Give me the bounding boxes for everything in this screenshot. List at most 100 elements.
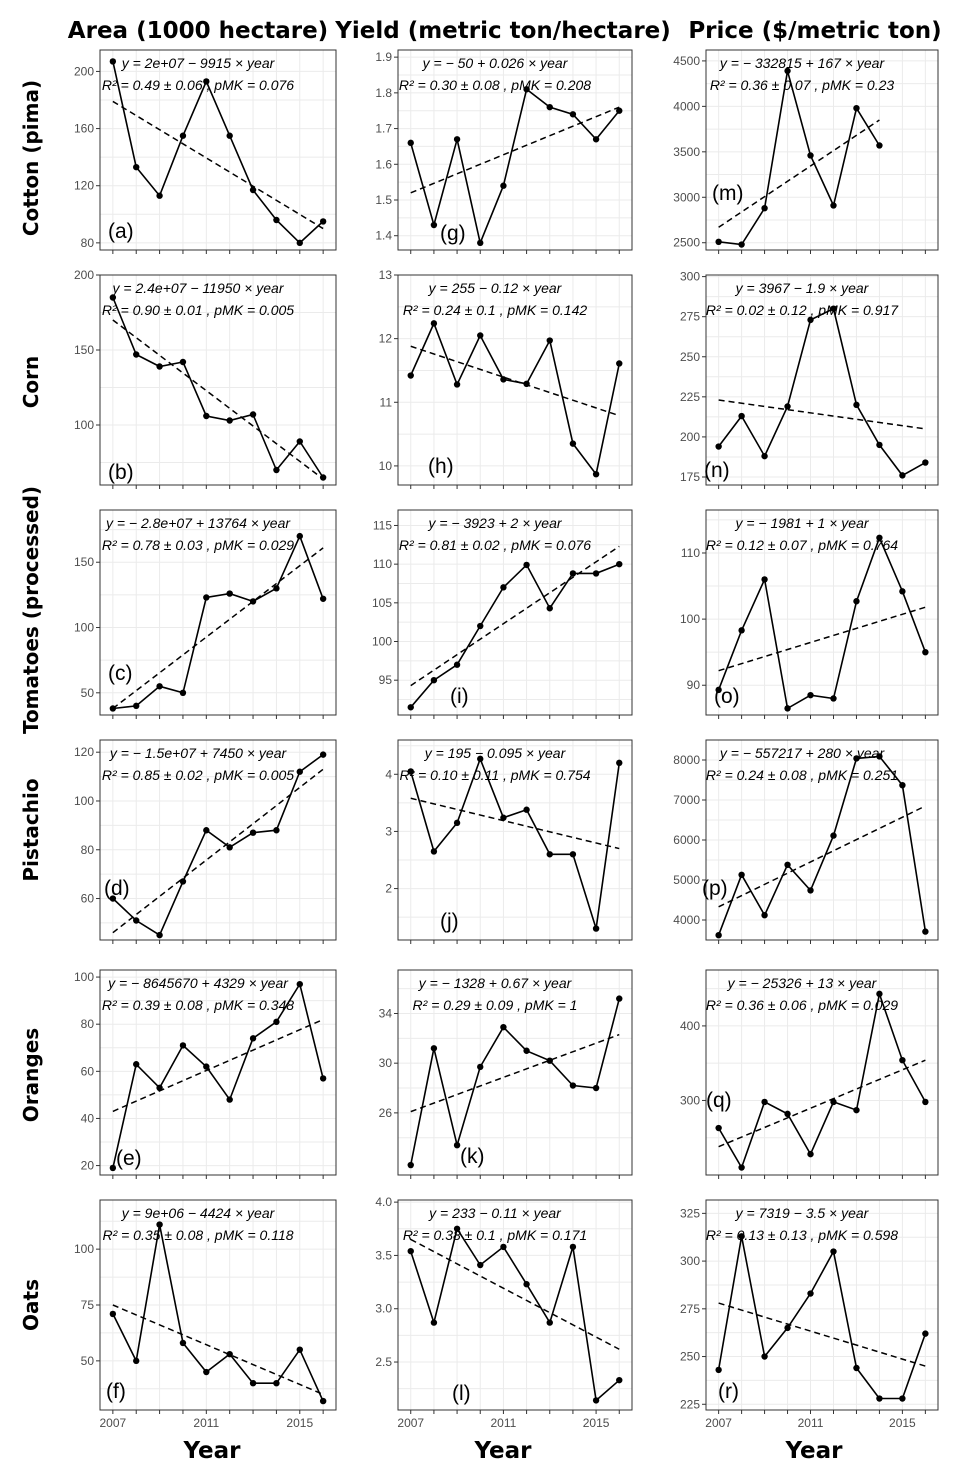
data-point: [133, 1061, 140, 1068]
data-point: [876, 753, 883, 760]
r-squared-line: R² = 0.78 ± 0.03 , pMK = 0.029: [102, 537, 294, 553]
y-tick-label: 100: [74, 794, 94, 808]
equation-line: y = 255 − 0.12 × year: [428, 280, 563, 296]
series-line: [718, 70, 881, 246]
data-point: [156, 1084, 163, 1092]
r-squared-line: R² = 0.29 ± 0.09 , pMK = 1: [413, 997, 578, 1013]
panel-background: [100, 275, 336, 485]
equation-line: y = − 1981 + 1 × year: [734, 515, 869, 531]
series-line: [717, 1236, 927, 1400]
data-point: [738, 241, 745, 248]
panel-border: [705, 739, 939, 941]
data-point: [922, 1330, 929, 1337]
data-point: [226, 132, 233, 139]
data-point: [715, 443, 722, 450]
data-point: [876, 534, 883, 541]
data-point: [500, 182, 507, 189]
panel-border: [705, 969, 939, 1176]
panel-border: [705, 49, 939, 251]
data-point: [319, 595, 327, 602]
panel-label: (n): [704, 459, 730, 482]
panel-label: (l): [452, 1382, 471, 1405]
equation-line: y = − 25326 + 13 × year: [727, 975, 878, 991]
data-point: [738, 1164, 745, 1171]
y-tick-label: 110: [681, 546, 700, 560]
panel-e: 20 40 60 80 100 y = − 8645670 + 4329 × year R²…: [74, 969, 337, 1179]
y-tick-label: 75: [81, 1298, 95, 1312]
y-tick-label: 120: [74, 745, 94, 759]
panel-label: (g): [440, 222, 466, 245]
data-point: [273, 466, 280, 474]
y-tick-label: 60: [81, 892, 95, 906]
y-tick-label: 325: [680, 1206, 700, 1220]
panel-label: (h): [428, 455, 454, 478]
data-point: [273, 585, 280, 592]
y-tick-label: 3.0: [375, 1302, 392, 1316]
y-tick-label: 2: [385, 882, 392, 896]
panel-border: [397, 274, 633, 486]
trend-line: [112, 100, 324, 230]
data-point: [453, 1141, 461, 1149]
panel-border: [99, 509, 337, 716]
data-point: [203, 1063, 210, 1070]
x-tick-label: 2011: [193, 1416, 219, 1430]
data-point: [523, 380, 530, 388]
y-tick-label: 200: [74, 268, 94, 282]
panel-o: 90 100 110 y = − 1981 + 1 × year R² = 0.12 ±…: [680, 509, 939, 719]
x-axis-label-area: Year: [182, 1438, 241, 1464]
panel-r: 225 250 275 300 325 2007 2011 2015 y = 7319 − 3.…: [680, 1199, 939, 1430]
y-tick-label: 1.9: [375, 50, 392, 64]
data-point: [715, 238, 722, 246]
data-point: [500, 584, 507, 591]
y-tick-label: 4.0: [375, 1195, 392, 1209]
panel-d: 60 80 100 120 y = − 1.5e+07 + 7450 × year R² …: [74, 739, 337, 944]
data-point: [738, 627, 745, 634]
equation-line: y = 2.4e+07 − 11950 × year: [112, 280, 285, 296]
r-squared-line: R² = 0.30 ± 0.08 , pMK = 0.208: [399, 77, 591, 93]
data-point: [430, 676, 438, 684]
data-point: [616, 759, 623, 767]
y-tick-label: 6000: [673, 833, 700, 847]
data-point: [179, 132, 187, 139]
y-tick-label: 275: [680, 310, 700, 324]
panel-label: (r): [718, 1380, 739, 1403]
trend-line: [718, 805, 926, 908]
series-line: [409, 756, 621, 929]
data-point: [546, 1057, 553, 1064]
r-squared-line: R² = 0.10 ± 0.11 , pMK = 0.754: [399, 767, 590, 783]
data-point: [807, 1290, 814, 1297]
data-point: [569, 440, 577, 447]
data-point: [203, 412, 210, 420]
trend-line: [718, 1059, 926, 1148]
data-point: [500, 1023, 507, 1031]
data-point: [830, 695, 837, 702]
y-tick-label: 120: [74, 179, 94, 193]
trend-line: [112, 768, 324, 934]
y-tick-label: 2500: [673, 236, 700, 250]
y-tick-label: 1.5: [375, 193, 392, 207]
series-line: [409, 1226, 620, 1402]
panel-border: [99, 739, 337, 941]
panel-i: 95 100 105 110 115 y = − 3923 + 2 × year R² = …: [372, 509, 633, 719]
data-point: [156, 363, 163, 370]
data-point: [616, 1376, 623, 1384]
trend-line: [112, 547, 324, 710]
data-point: [922, 1098, 929, 1106]
panel-label: (k): [460, 1145, 485, 1168]
data-point: [109, 1164, 117, 1172]
data-point: [319, 474, 327, 481]
data-point: [784, 705, 791, 712]
y-tick-label: 100: [74, 621, 94, 635]
data-point: [249, 1035, 257, 1042]
panel-border: [99, 274, 337, 486]
data-point: [133, 351, 140, 358]
data-point: [592, 1397, 600, 1404]
r-squared-line: R² = 0.49 ± 0.06 , pMK = 0.076: [102, 77, 294, 93]
data-point: [407, 139, 414, 147]
data-point: [273, 827, 280, 834]
data-point: [761, 452, 768, 460]
data-point: [592, 925, 600, 932]
equation-line: y = 3967 − 1.9 × year: [735, 280, 870, 296]
data-point: [179, 1042, 187, 1049]
data-point: [430, 1045, 438, 1052]
